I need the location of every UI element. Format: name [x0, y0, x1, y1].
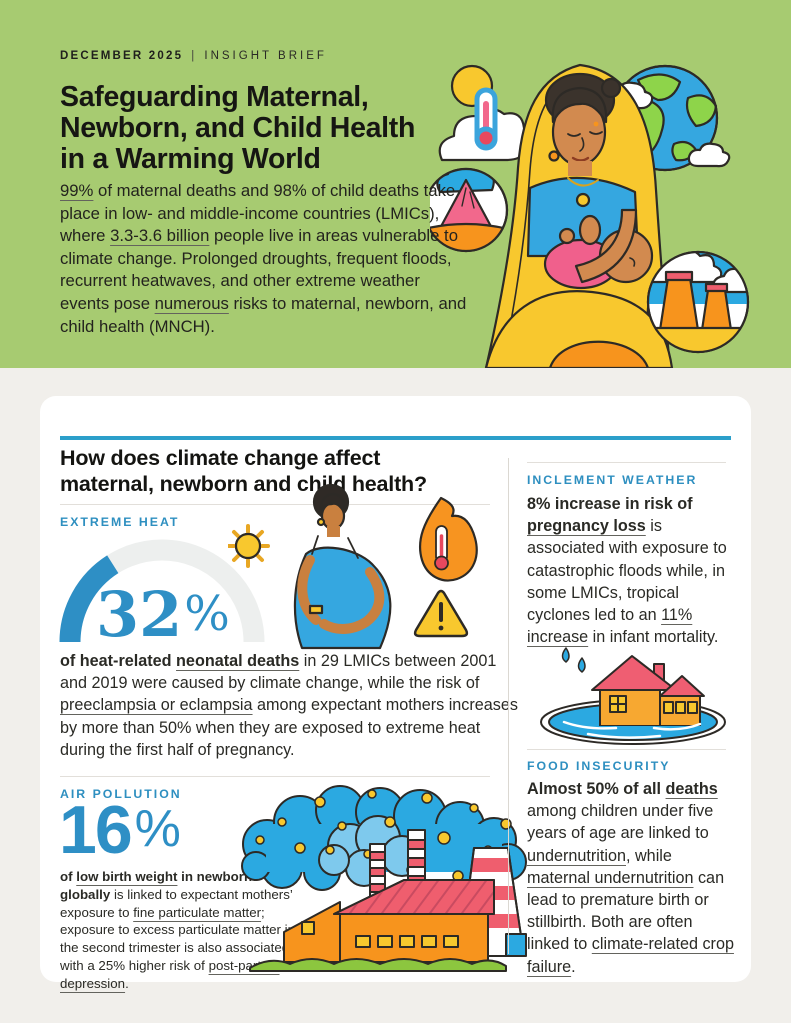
- divider: [527, 462, 726, 463]
- food-insecurity-paragraph: Almost 50% of all deaths among children …: [527, 780, 734, 976]
- pregnant-woman-illustration: [228, 483, 478, 650]
- inclement-weather-label: INCLEMENT WEATHER: [527, 473, 698, 487]
- inline-link[interactable]: 3.3-3.6 billion: [110, 226, 210, 246]
- thermometer-icon: [474, 87, 498, 151]
- inline-link[interactable]: numerous: [154, 293, 229, 313]
- heat-stat: 32 %: [96, 578, 230, 651]
- flooded-house-icon: [540, 647, 726, 745]
- heat-gauge-arc: [59, 539, 265, 643]
- air-pollution-label: AIR POLLUTION: [60, 787, 182, 801]
- inline-link[interactable]: 11% increase: [527, 606, 693, 647]
- air-pollution-paragraph: of low birth weight in newborns globally…: [60, 869, 296, 991]
- inline-link[interactable]: climate-related crop failure: [527, 935, 734, 976]
- kicker-label: INSIGHT BRIEF: [204, 50, 327, 62]
- inline-link[interactable]: deaths: [665, 780, 718, 798]
- divider: [60, 776, 490, 777]
- page-title: Safeguarding Maternal, Newborn, and Chil…: [60, 81, 416, 175]
- column-divider: [508, 458, 509, 954]
- extreme-heat-label: EXTREME HEAT: [60, 515, 180, 529]
- factory-icon: [241, 785, 527, 972]
- hero-section: DECEMBER 2025 | INSIGHT BRIEF Safeguarding…: [0, 0, 791, 368]
- divider: [527, 749, 726, 750]
- pregnant-woman-figure: [293, 483, 392, 650]
- inline-link[interactable]: undernutrition: [527, 846, 626, 865]
- warning-triangle-icon: [413, 589, 469, 638]
- mother-figure: [484, 63, 674, 368]
- kicker-date: DECEMBER 2025: [60, 50, 184, 62]
- inline-link[interactable]: fine particulate matter: [133, 904, 262, 920]
- flame-icon: [418, 496, 478, 582]
- air-stat-unit: %: [134, 800, 181, 858]
- heat-stat-value: 32: [96, 578, 183, 651]
- content-card: How does climate change affect maternal,…: [40, 396, 751, 991]
- intro-paragraph: 99% of maternal deaths and 98% of child …: [60, 181, 467, 336]
- heat-gauge-chart: [59, 539, 265, 643]
- air-stat-value: 16: [59, 792, 133, 868]
- power-plant-icon: [646, 250, 750, 354]
- heat-stat-unit: %: [184, 586, 230, 642]
- inclement-weather-paragraph: 8% increase in risk of pregnancy loss is…: [527, 495, 727, 647]
- air-stat: 16 %: [59, 792, 181, 868]
- mother-and-baby-illustration: [430, 63, 750, 368]
- divider: [60, 504, 490, 505]
- rain-drops-icon: [561, 647, 586, 673]
- food-insecurity-label: FOOD INSECURITY: [527, 759, 671, 773]
- inline-link[interactable]: 99%: [60, 181, 94, 200]
- kicker: DECEMBER 2025 | INSIGHT BRIEF: [60, 50, 327, 62]
- extreme-heat-paragraph: of heat-related neonatal deaths in 29 LM…: [60, 652, 518, 759]
- inline-link[interactable]: neonatal deaths: [176, 652, 300, 670]
- section-title: How does climate change affect maternal,…: [60, 446, 427, 496]
- grass: [249, 958, 507, 972]
- accent-rule: [60, 436, 731, 440]
- inline-link[interactable]: preeclampsia or eclampsia: [60, 696, 253, 715]
- sun-icon: [228, 524, 270, 568]
- kicker-separator: |: [191, 50, 197, 62]
- inline-link[interactable]: maternal undernutrition: [527, 868, 694, 887]
- inline-link[interactable]: pregnancy loss: [527, 517, 646, 536]
- inline-link[interactable]: low birth weight: [76, 869, 178, 884]
